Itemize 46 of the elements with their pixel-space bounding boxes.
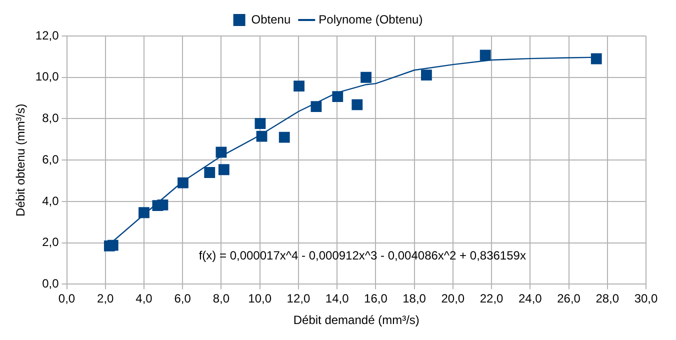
- x-tick-label: 26,0: [557, 292, 581, 306]
- y-tick-label: 8,0: [42, 111, 60, 126]
- point: [157, 200, 168, 210]
- legend-label: Obtenu: [251, 12, 291, 26]
- point: [254, 118, 266, 129]
- y-tick-label: 6,0: [42, 152, 60, 166]
- x-tick-label: 16,0: [364, 292, 388, 306]
- point: [310, 101, 322, 112]
- x-tick-label: 28,0: [596, 292, 620, 306]
- y-tick-label: 2,0: [42, 235, 60, 250]
- point: [294, 80, 304, 92]
- x-tick-label: 10,0: [248, 292, 272, 306]
- x-tick-label: 8,0: [212, 292, 230, 306]
- point: [352, 99, 363, 110]
- y-tick-label: 12,0: [35, 28, 60, 42]
- x-tick-label: 30,0: [634, 292, 658, 306]
- point: [138, 207, 150, 218]
- point: [590, 53, 602, 64]
- point: [218, 164, 230, 176]
- x-tick-label: 4,0: [136, 292, 153, 306]
- point: [332, 91, 344, 102]
- x-tick-label: 20,0: [441, 292, 465, 306]
- point: [216, 146, 227, 158]
- x-tick-label: 2,0: [97, 292, 114, 306]
- point: [360, 72, 372, 83]
- x-tick-label: 18,0: [402, 292, 426, 306]
- point: [256, 130, 268, 142]
- point: [278, 132, 290, 143]
- point: [107, 240, 118, 251]
- x-tick-label: 14,0: [325, 292, 350, 306]
- point: [178, 177, 188, 188]
- x-tick-label: 0,0: [58, 292, 76, 306]
- legend-label: Polynome (Obtenu): [318, 12, 423, 26]
- annotation: f(x) = 0,000017x^4 - 0,000912x^3 - 0,004086x^2 + 0,836159x: [198, 248, 526, 262]
- y-tick-label: 0,0: [42, 276, 60, 291]
- x-tick-label: 12,0: [286, 292, 310, 306]
- point: [204, 167, 216, 178]
- x-axis-title: Débit demandé (mm³/s): [293, 313, 420, 328]
- x-tick-label: 6,0: [174, 292, 192, 306]
- y-tick-label: 4,0: [42, 194, 60, 208]
- x-tick-label: 24,0: [518, 292, 542, 306]
- y-axis-title: Débit obtenu (mm³/s): [14, 104, 28, 216]
- point: [421, 70, 432, 81]
- point: [480, 50, 491, 61]
- x-tick-label: 22,0: [480, 292, 504, 306]
- y-tick-label: 10,0: [35, 70, 60, 84]
